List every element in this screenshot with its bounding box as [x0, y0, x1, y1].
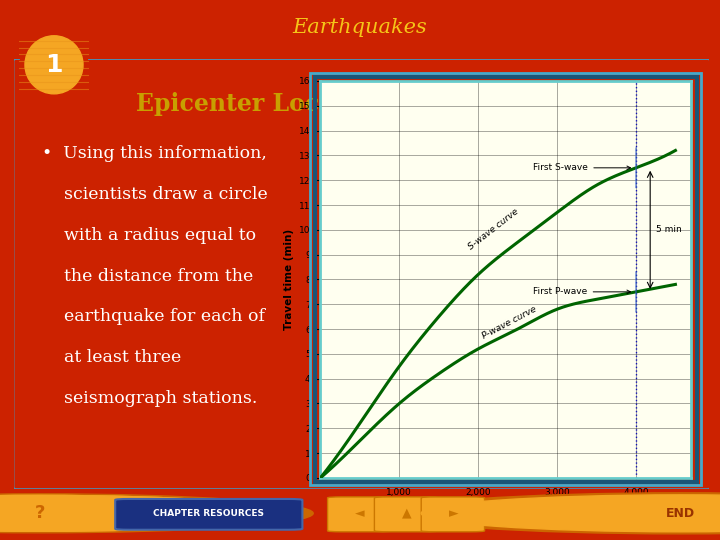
Text: at least three: at least three: [42, 349, 181, 366]
Text: ▲: ▲: [402, 507, 412, 520]
Text: P-wave curve: P-wave curve: [481, 305, 539, 341]
Text: Epicenter Location: Epicenter Location: [136, 92, 387, 117]
Text: seismograph stations.: seismograph stations.: [42, 390, 258, 407]
Circle shape: [0, 495, 292, 531]
Text: ►: ►: [449, 507, 459, 520]
Text: 1: 1: [45, 53, 63, 77]
Y-axis label: Travel time (min): Travel time (min): [284, 229, 294, 330]
Circle shape: [421, 495, 720, 532]
FancyBboxPatch shape: [421, 497, 485, 532]
Text: CHAPTER RESOURCES: CHAPTER RESOURCES: [153, 509, 264, 518]
Circle shape: [0, 495, 292, 531]
X-axis label: Distance to epicenter (km): Distance to epicenter (km): [427, 502, 585, 512]
Text: the distance from the: the distance from the: [42, 268, 253, 285]
Text: earthquake for each of: earthquake for each of: [42, 308, 265, 326]
FancyBboxPatch shape: [115, 499, 302, 530]
FancyBboxPatch shape: [374, 497, 438, 532]
Circle shape: [392, 493, 720, 534]
Text: with a radius equal to: with a radius equal to: [42, 227, 256, 244]
Text: •  Using this information,: • Using this information,: [42, 145, 267, 162]
Text: First P-wave: First P-wave: [534, 287, 631, 296]
Text: END: END: [666, 507, 695, 520]
FancyBboxPatch shape: [328, 497, 391, 532]
Text: scientists draw a circle: scientists draw a circle: [42, 186, 268, 203]
Circle shape: [25, 36, 83, 94]
Circle shape: [20, 31, 88, 99]
Text: ◄: ◄: [355, 507, 365, 520]
Text: S-wave curve: S-wave curve: [467, 207, 521, 252]
Text: First S-wave: First S-wave: [534, 163, 631, 172]
Circle shape: [0, 494, 313, 533]
Text: ?: ?: [35, 504, 45, 522]
Text: 5 min: 5 min: [657, 225, 683, 234]
Text: Earthquakes: Earthquakes: [292, 18, 428, 37]
